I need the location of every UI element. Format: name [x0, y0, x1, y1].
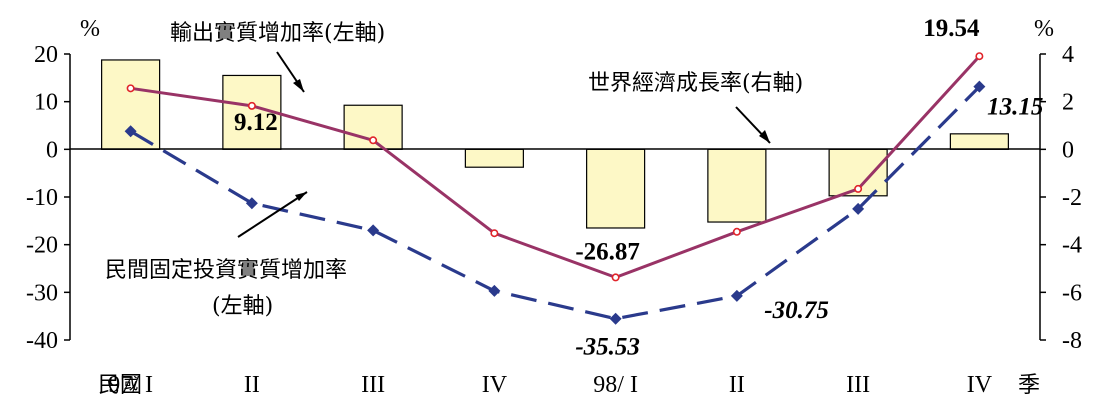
left-tick-label-2: 0 — [46, 137, 58, 163]
right-axis-unit: % — [1034, 16, 1054, 42]
series-marker-1-5 — [732, 227, 741, 236]
right-tick-label-0: 4 — [1062, 42, 1074, 68]
series-marker-1-0 — [126, 84, 135, 93]
bar-0-5 — [707, 148, 767, 223]
left-tick-label-1: 10 — [34, 90, 58, 116]
x-suffix-label: 季 — [1018, 373, 1040, 398]
right-tick-label-1: 2 — [1062, 90, 1074, 116]
right-tick-label-2: 0 — [1062, 137, 1074, 163]
data-label-3: -35.53 — [575, 334, 640, 361]
series-marker-1-3 — [490, 229, 499, 238]
left-tick-label-4: -20 — [26, 233, 58, 259]
data-label-0: 9.12 — [234, 109, 278, 136]
left-tick-label-6: -40 — [26, 328, 58, 354]
x-tick-label-0: 97/ I — [108, 372, 153, 398]
right-tick-label-3: -2 — [1062, 185, 1082, 211]
left-tick-label-5: -30 — [26, 280, 58, 306]
series-marker-2-1 — [245, 197, 258, 210]
series-marker-1-6 — [854, 184, 863, 193]
labels-layer: % % 民國 季 輸出實質增加率(左軸) 世界經濟成長率(右軸) 民間固定投資實… — [80, 16, 1054, 398]
annotation-investment-arrowhead — [295, 192, 307, 201]
annotation-investment-arrow — [237, 191, 308, 238]
series-marker-2-4 — [609, 312, 622, 325]
series-marker-2-5 — [730, 289, 743, 302]
series-marker-1-7 — [975, 52, 984, 61]
series-marker-2-3 — [488, 284, 501, 297]
bars-layer — [101, 59, 1009, 229]
series-line-2 — [129, 85, 981, 321]
left-axis-unit: % — [80, 16, 100, 42]
annotation-investment-line1: 民間固定投資實質增加率 — [105, 258, 347, 283]
series-marker-2-6 — [852, 202, 865, 215]
x-tick-label-3: IV — [482, 372, 508, 398]
bar-0-7 — [949, 133, 1009, 150]
series-marker-1-1 — [247, 101, 256, 110]
series-marker-1-2 — [369, 136, 378, 145]
data-label-1: -26.87 — [575, 238, 640, 265]
series-marker-2-0 — [124, 125, 137, 138]
x-tick-label-1: II — [244, 372, 260, 398]
annotation-world-growth: 世界經濟成長率(右軸) — [588, 71, 803, 96]
right-tick-label-5: -6 — [1062, 280, 1082, 306]
annotation-investment-line2: (左軸) — [212, 294, 273, 319]
annotation-world-growth-arrowhead — [759, 130, 770, 143]
data-label-2: 19.54 — [923, 15, 980, 42]
lines-layer — [124, 52, 986, 325]
x-tick-label-7: IV — [967, 372, 993, 398]
x-tick-label-2: III — [361, 372, 385, 398]
annotation-export-arrowhead — [293, 79, 304, 92]
x-tick-label-6: III — [846, 372, 870, 398]
bar-0-4 — [586, 148, 646, 229]
right-tick-label-6: -8 — [1062, 328, 1082, 354]
data-label-5: 13.15 — [987, 94, 1043, 121]
left-tick-label-0: 20 — [34, 42, 58, 68]
x-tick-label-4: 98/ I — [593, 372, 638, 398]
right-tick-label-4: -4 — [1062, 233, 1082, 259]
x-tick-label-5: II — [729, 372, 745, 398]
series-marker-2-2 — [367, 224, 380, 237]
annotation-export: 輸出實質增加率(左軸) — [170, 21, 385, 46]
x-prefix-label: 民國 — [98, 373, 142, 398]
series-marker-2-7 — [973, 80, 986, 93]
left-tick-label-3: -10 — [26, 185, 58, 211]
bar-0-3 — [464, 148, 524, 168]
data-labels-layer: 9.12 -26.87 19.54 -35.53 -30.75 13.15 — [234, 15, 1043, 361]
series-marker-1-4 — [611, 273, 620, 282]
series-line-1 — [130, 55, 981, 279]
data-label-4: -30.75 — [764, 297, 829, 324]
